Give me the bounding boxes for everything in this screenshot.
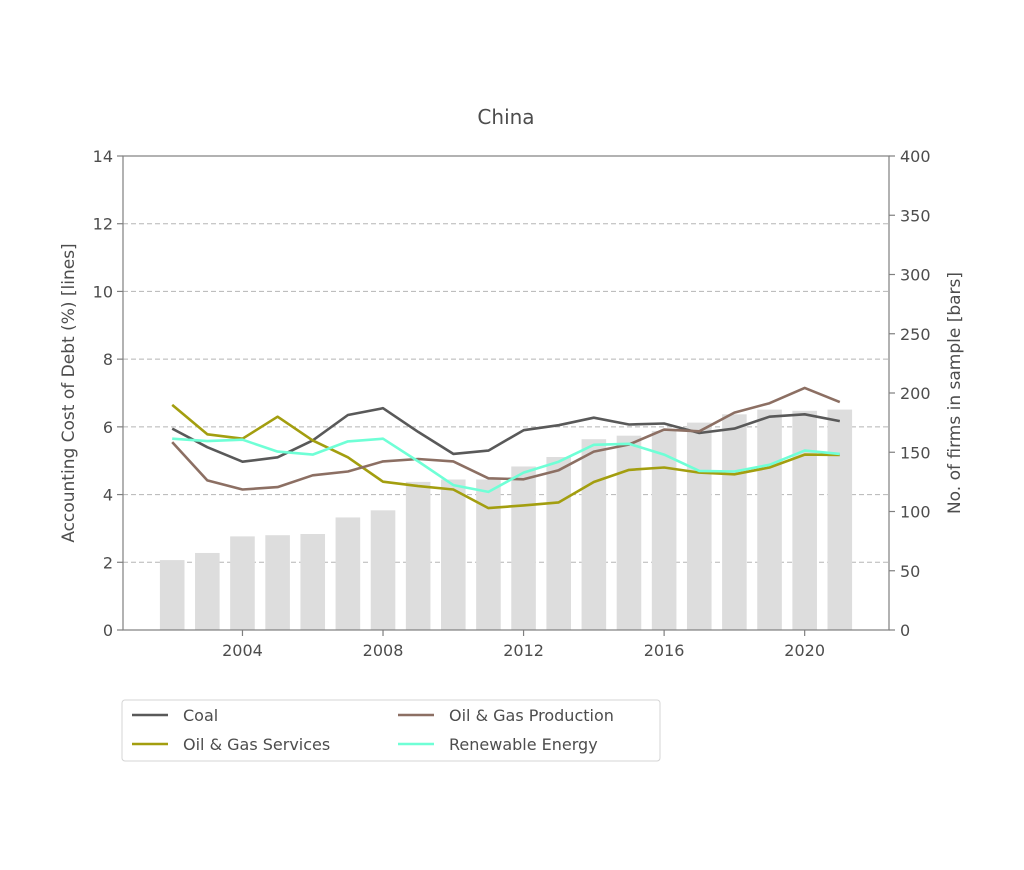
chart-title: China — [477, 105, 534, 129]
right-axis-ticks: 0 50 100 150 200 250 300 350 400 — [889, 147, 931, 640]
bar-2021 — [827, 409, 853, 630]
y2-tick-label: 250 — [900, 325, 931, 344]
y-tick-label: 14 — [93, 147, 113, 166]
y2-tick-label: 400 — [900, 147, 931, 166]
bar-2019 — [757, 409, 782, 630]
y2-axis-label: No. of firms in sample [bars] — [945, 272, 965, 514]
line-coal — [171, 406, 841, 464]
firm-count-bars — [159, 409, 853, 630]
y-tick-label: 2 — [103, 553, 113, 572]
line-oil-gas-services — [171, 403, 840, 510]
line-renewable-energy — [172, 437, 840, 494]
bar-2008 — [370, 510, 396, 630]
legend: Coal Oil & Gas Production Oil & Gas Servic… — [121, 699, 661, 762]
legend-items: Coal Oil & Gas Production Oil & Gas Servic… — [132, 706, 614, 754]
y-tick-label: 10 — [93, 282, 113, 301]
x-tick-label: 2008 — [363, 641, 404, 660]
legend-label-oil-gas-services: Oil & Gas Services — [183, 735, 330, 754]
y-tick-label: 4 — [103, 486, 113, 505]
y-tick-label: 12 — [93, 215, 113, 234]
y2-tick-label: 50 — [900, 562, 920, 581]
bar-2006 — [300, 534, 326, 630]
legend-label-coal: Coal — [183, 706, 218, 725]
bar-2010 — [440, 479, 466, 630]
bar-2015 — [616, 435, 642, 630]
bar-2003 — [195, 552, 220, 630]
x-axis-ticks: 2004 2008 2012 2016 2020 — [222, 630, 825, 660]
line-oil-gas-production — [171, 386, 841, 491]
legend-box — [121, 699, 661, 762]
left-axis-ticks: 0 2 4 6 8 10 12 14 — [93, 147, 123, 640]
y2-tick-label: 100 — [900, 503, 931, 522]
x-tick-label: 2020 — [784, 641, 825, 660]
bar-2005 — [265, 535, 290, 630]
bar-2007 — [335, 517, 361, 630]
bar-2012 — [511, 466, 536, 630]
y2-tick-label: 300 — [900, 266, 931, 285]
y-tick-label: 0 — [103, 621, 113, 640]
bar-2011 — [476, 479, 501, 630]
x-tick-label: 2016 — [644, 641, 685, 660]
y2-tick-label: 200 — [900, 384, 931, 403]
bar-2017 — [686, 422, 712, 630]
bar-2013 — [546, 456, 572, 630]
y-tick-label: 6 — [103, 418, 113, 437]
legend-label-oil-gas-production: Oil & Gas Production — [449, 706, 614, 725]
bar-2009 — [405, 481, 431, 630]
cost-of-debt-lines — [171, 386, 841, 510]
plot-area — [122, 155, 890, 631]
y2-tick-label: 0 — [900, 621, 910, 640]
x-tick-label: 2004 — [222, 641, 263, 660]
y-tick-label: 8 — [103, 350, 113, 369]
bar-2014 — [581, 439, 607, 630]
bar-2018 — [722, 414, 747, 630]
bar-2020 — [792, 410, 817, 630]
bar-2004 — [230, 536, 255, 630]
y2-tick-label: 150 — [900, 443, 931, 462]
legend-label-renewable-energy: Renewable Energy — [449, 735, 598, 754]
y-axis-label: Accounting Cost of Debt (%) [lines] — [59, 243, 79, 542]
bar-2002 — [159, 560, 185, 630]
y2-tick-label: 350 — [900, 206, 931, 225]
x-tick-label: 2012 — [503, 641, 544, 660]
bar-2016 — [651, 430, 677, 630]
